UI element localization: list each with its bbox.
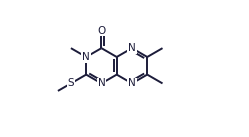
Text: N: N	[128, 43, 136, 53]
Text: O: O	[97, 25, 106, 35]
Text: N: N	[82, 52, 90, 62]
Text: N: N	[128, 78, 136, 88]
Text: N: N	[98, 78, 105, 88]
Text: S: S	[67, 78, 74, 88]
